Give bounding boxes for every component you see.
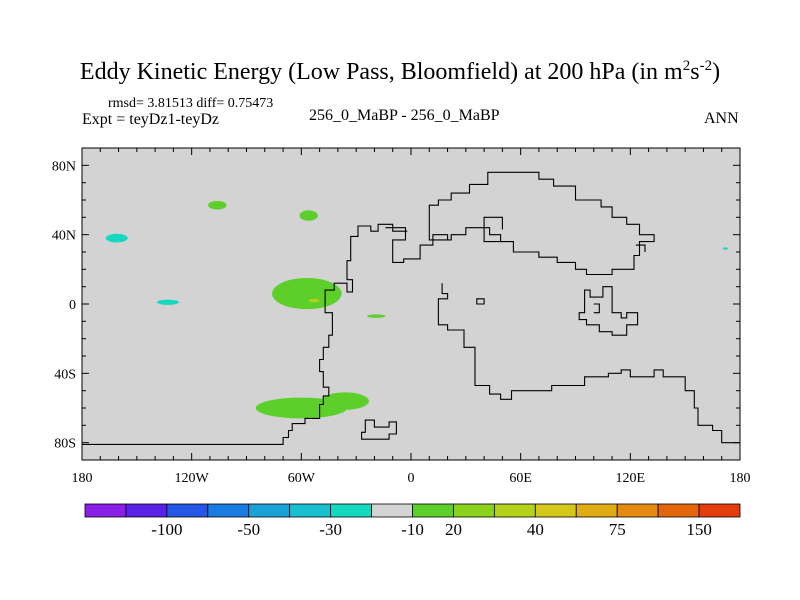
colorbar-swatch — [125, 503, 168, 518]
coastline-africa — [385, 227, 449, 263]
chart-title-sup-2: -2 — [699, 58, 713, 74]
center-label: 256_0_MaBP - 256_0_MaBP — [309, 107, 500, 124]
colorbar-swatch — [453, 503, 495, 518]
colorbar-swatch — [657, 503, 700, 518]
axis-ticks: 180 120W 60W 0 60E 120E 180 80N 40N 0 40S 80S — [52, 147, 751, 486]
colorbar-swatch — [248, 503, 291, 518]
y-tick-label: 0 — [69, 298, 76, 313]
coastline-small-loop — [476, 298, 485, 305]
x-tick-label: 60W — [288, 471, 316, 486]
colorbar-swatch — [493, 503, 536, 518]
x-tick-label: 0 — [408, 471, 415, 486]
region-anomaly-green-a — [208, 200, 227, 210]
colorbar-label: -30 — [319, 520, 342, 539]
region-anomaly-yellow-a — [308, 298, 320, 303]
colorbar-label: 40 — [527, 520, 544, 539]
colorbar-swatch — [289, 503, 332, 518]
season-label: ANN — [704, 110, 739, 127]
x-tick-label: 180 — [730, 471, 751, 486]
x-tick-label: 180 — [72, 471, 93, 486]
y-tick-label: 40N — [52, 229, 76, 244]
colorbar-swatch — [166, 503, 209, 518]
stats-label: rmsd= 3.81513 diff= 0.75473 — [108, 96, 274, 111]
colorbar-swatch — [616, 503, 659, 518]
coastline-arabia — [483, 216, 503, 243]
x-tick-label: 120E — [616, 471, 646, 486]
coastline-island-south — [361, 419, 397, 440]
experiment-label: Expt = teyDz1-teyDz — [82, 111, 219, 128]
coastline-eurasia-north — [428, 171, 655, 276]
colorbar-swatch — [371, 503, 413, 518]
colorbar-label: 150 — [686, 520, 712, 539]
coastline-far-east — [635, 244, 646, 252]
region-anomaly-cyan-c — [722, 247, 729, 250]
colorbar-swatch — [575, 503, 618, 518]
colorbar-swatch — [698, 503, 741, 518]
coastline-south — [437, 283, 740, 444]
colorbar-swatch — [84, 503, 127, 518]
coastline-east-inner — [593, 303, 600, 314]
anomaly-regions — [105, 200, 729, 419]
chart-title-unit: s — [690, 59, 700, 85]
y-tick-label: 80S — [54, 437, 76, 452]
colorbar-label: -10 — [401, 520, 424, 539]
colorbar-label: -100 — [151, 520, 182, 539]
y-tick-label: 80N — [52, 159, 76, 174]
colorbar: -100 -50 -30 -10 20 40 75 150 — [84, 503, 741, 539]
colorbar-swatch — [534, 503, 577, 518]
y-tick-label: 40S — [54, 367, 76, 382]
chart-title-text: Eddy Kinetic Energy (Low Pass, Bloomfiel… — [79, 59, 683, 85]
chart-title: Eddy Kinetic Energy (Low Pass, Bloomfiel… — [0, 58, 800, 86]
colorbar-label: -50 — [237, 520, 260, 539]
region-anomaly-cyan-a — [105, 233, 128, 243]
chart-title-close: ) — [712, 59, 721, 85]
land-outlines — [82, 171, 740, 445]
region-anomaly-cyan-b — [156, 299, 179, 305]
chart-title-sup-1: 2 — [682, 58, 691, 74]
colorbar-swatch — [330, 503, 372, 518]
colorbar-label: 20 — [445, 520, 462, 539]
coastline-east-ring — [578, 286, 639, 336]
region-anomaly-green-f — [321, 392, 369, 410]
map-background — [82, 148, 740, 460]
x-tick-label: 120W — [175, 471, 210, 486]
colorbar-swatch — [207, 503, 250, 518]
colorbar-label: 75 — [609, 520, 626, 539]
region-anomaly-green-b — [299, 210, 318, 221]
region-anomaly-green-d — [367, 314, 386, 318]
region-anomaly-green-c — [272, 278, 342, 310]
x-tick-label: 60E — [509, 471, 532, 486]
coastline-americas-west — [82, 223, 408, 445]
colorbar-swatch — [412, 503, 454, 518]
